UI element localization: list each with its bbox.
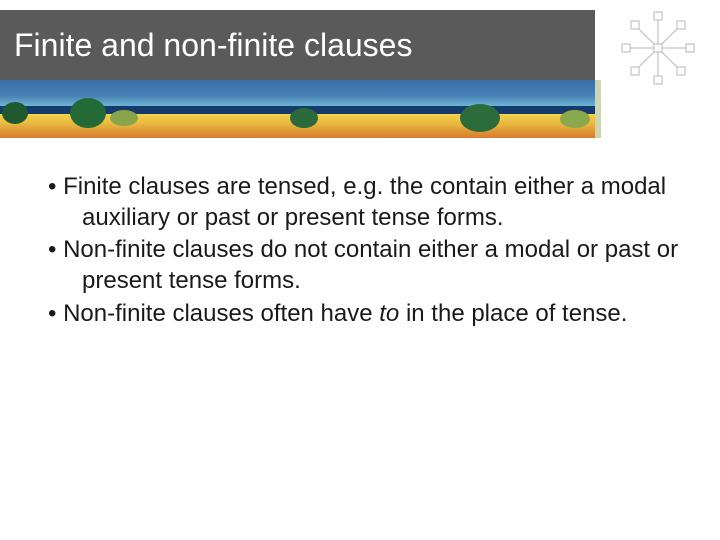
slide-header: Finite and non-finite clauses: [0, 0, 720, 138]
landscape-banner: [0, 80, 595, 138]
bullet-italic: to: [379, 300, 399, 327]
bullet-text: Non-finite clauses often have: [63, 300, 379, 327]
bullet-list: Finite clauses are tensed, e.g. the cont…: [48, 172, 680, 330]
list-item: Non-finite clauses often have to in the …: [48, 299, 680, 330]
list-item: Non-finite clauses do not contain either…: [48, 235, 680, 296]
bullet-text: Finite clauses are tensed, e.g. the cont…: [63, 173, 666, 231]
logo: [595, 0, 720, 95]
landscape-edge: [595, 80, 601, 138]
bullet-text-post: in the place of tense.: [399, 300, 627, 327]
title-bar: Finite and non-finite clauses: [0, 10, 595, 80]
slide-title: Finite and non-finite clauses: [14, 27, 412, 64]
bullet-text: Non-finite clauses do not contain either…: [63, 236, 678, 294]
network-icon: [615, 8, 701, 88]
list-item: Finite clauses are tensed, e.g. the cont…: [48, 172, 680, 233]
slide-body: Finite clauses are tensed, e.g. the cont…: [0, 138, 720, 330]
